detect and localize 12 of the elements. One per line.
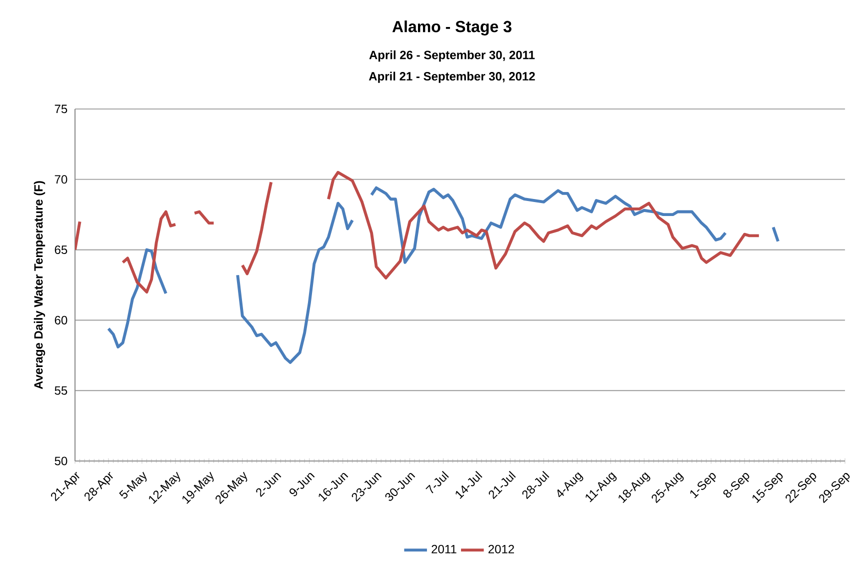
legend-label: 2012 <box>488 544 514 554</box>
y-tick-label: 50 <box>54 456 68 466</box>
legend-label: 2011 <box>432 544 456 554</box>
chart-title: Alamo - Stage 3 <box>392 20 512 36</box>
text: April 21 - September 30, 2012 <box>368 72 535 83</box>
y-axis-title: Average Daily Water Temperature (F) <box>34 181 46 390</box>
chart-subtitle: April 26 - September 30, 2011 <box>369 50 535 62</box>
y-tick-label: 70 <box>54 175 68 184</box>
y-tick-label: 55 <box>54 386 68 395</box>
y-tick-label: 65 <box>54 246 68 254</box>
y-tick-label: 60 <box>54 316 68 324</box>
y-tick-label: 75 <box>54 104 68 114</box>
